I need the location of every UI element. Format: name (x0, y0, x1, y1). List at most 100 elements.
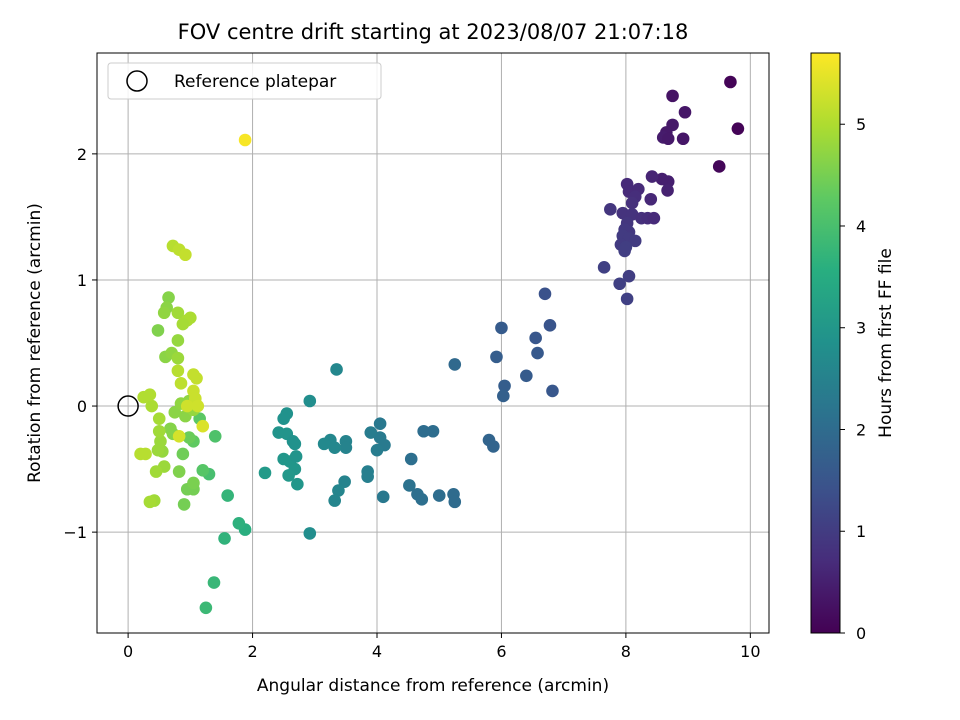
data-point (288, 437, 302, 451)
data-point (543, 319, 557, 332)
data-point (277, 412, 290, 425)
data-point (179, 248, 192, 262)
grid-lines (97, 53, 769, 633)
data-point (174, 377, 188, 390)
data-point (655, 172, 669, 186)
legend-box (107, 62, 382, 100)
data-point (538, 287, 552, 301)
y-tick-label: 1 (77, 271, 87, 290)
chart-title: FOV centre drift starting at 2023/08/07 … (178, 20, 689, 44)
reference-platepar-marker (117, 395, 139, 417)
data-point (448, 495, 462, 509)
y-tick-label: 2 (77, 145, 87, 164)
data-point (364, 426, 378, 439)
data-point (678, 105, 692, 119)
data-point (618, 244, 631, 258)
data-point (238, 133, 252, 147)
data-point (218, 532, 231, 545)
data-point (376, 490, 390, 504)
colorbar-gradient (810, 52, 841, 634)
data-point (604, 203, 617, 216)
data-point (403, 479, 416, 492)
y-axis-label: Rotation from reference (arcmin) (25, 203, 45, 483)
colorbar-tick-label: 0 (856, 624, 866, 643)
data-point (221, 489, 234, 502)
data-point (332, 484, 345, 497)
colorbar-tick-label: 4 (856, 217, 866, 236)
x-tick-label: 2 (247, 642, 257, 661)
data-point (487, 440, 500, 453)
data-point (291, 477, 304, 491)
colorbar-tick-label: 3 (856, 319, 866, 338)
colorbar: 0 1 2 3 4 5 Hours from first FF file (810, 52, 896, 643)
data-point (182, 431, 196, 444)
data-point (531, 346, 544, 360)
x-tick-label: 4 (372, 642, 382, 661)
data-point (177, 498, 191, 511)
data-points (134, 75, 745, 615)
colorbar-tick-label: 1 (856, 522, 866, 541)
data-point (143, 495, 157, 509)
data-point (207, 576, 221, 589)
data-point (180, 399, 194, 413)
data-point (370, 443, 384, 457)
data-point (628, 234, 642, 248)
data-point (361, 470, 374, 483)
data-point (317, 437, 331, 451)
data-point (644, 192, 658, 206)
data-point (495, 321, 508, 335)
data-point (282, 469, 295, 482)
data-point (490, 350, 503, 364)
colorbar-ticks: 0 1 2 3 4 5 (840, 115, 866, 643)
colorbar-tick-label: 2 (856, 420, 866, 439)
data-point (666, 89, 679, 103)
data-point (622, 269, 636, 283)
data-point (152, 424, 166, 438)
data-point (328, 441, 341, 454)
data-point (199, 601, 213, 615)
data-point (497, 389, 510, 403)
x-axis-ticks: 0 2 4 6 8 10 (123, 633, 761, 661)
data-point (145, 399, 159, 413)
colorbar-label: Hours from first FF file (876, 248, 896, 438)
data-point (498, 379, 511, 393)
data-point (597, 261, 611, 274)
data-point (625, 196, 639, 210)
data-point (432, 489, 446, 502)
data-point (426, 424, 440, 438)
data-point (232, 517, 246, 530)
data-point (620, 292, 634, 306)
data-point (157, 306, 171, 320)
x-tick-label: 0 (123, 642, 133, 661)
data-point (328, 494, 341, 507)
data-point (289, 450, 303, 463)
legend-entry-reference: Reference platepar (174, 72, 336, 92)
data-point (143, 388, 157, 401)
data-point (415, 493, 429, 506)
reference-point (117, 395, 139, 417)
data-point (712, 160, 726, 173)
data-point (196, 464, 210, 477)
legend: Reference platepar (107, 62, 382, 100)
data-point (152, 412, 166, 425)
data-point (661, 184, 674, 197)
data-point (448, 358, 462, 371)
x-tick-label: 10 (740, 642, 760, 661)
data-point (404, 452, 418, 466)
data-point (172, 430, 186, 443)
data-point (645, 170, 659, 183)
data-point (171, 306, 185, 320)
data-point (208, 430, 222, 443)
data-point (139, 447, 152, 461)
data-point (190, 372, 203, 385)
data-point (520, 369, 533, 383)
data-point (647, 211, 661, 225)
data-point (187, 476, 200, 490)
data-point (171, 351, 185, 365)
data-point (417, 424, 430, 438)
colorbar-tick-label: 5 (856, 115, 866, 134)
data-point (258, 466, 272, 480)
data-point (339, 441, 353, 454)
data-point (616, 206, 630, 220)
